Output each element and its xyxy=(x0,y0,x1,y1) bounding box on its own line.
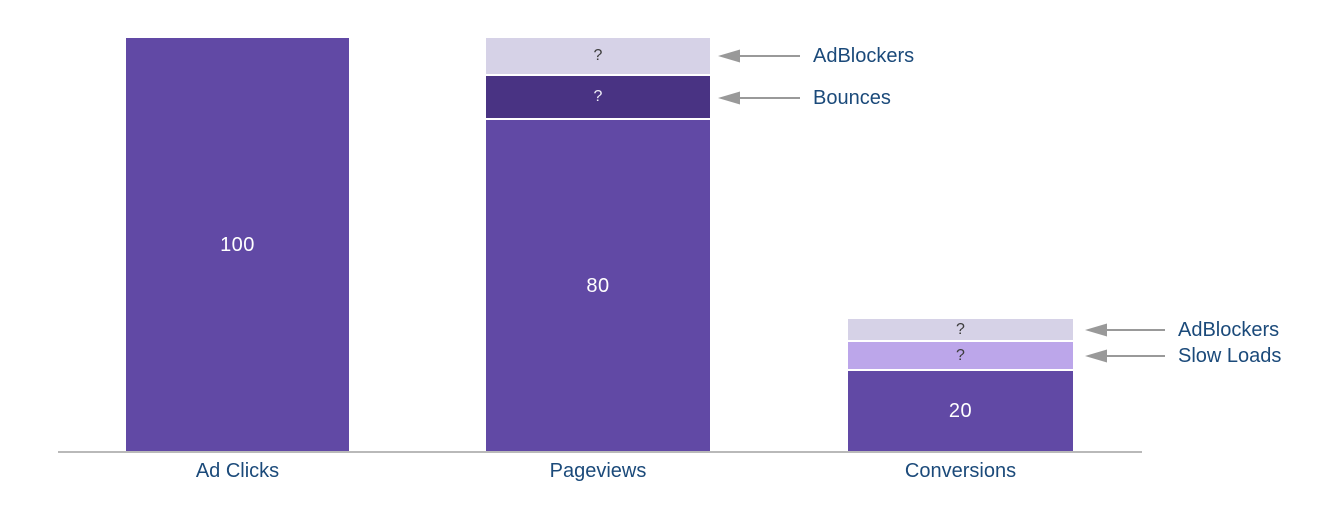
category-label-ad-clicks: Ad Clicks xyxy=(195,460,280,482)
annotation-label: Bounces xyxy=(813,86,891,109)
value-label: 20 xyxy=(948,400,973,422)
value-label: 80 xyxy=(586,274,610,297)
category-label-pageviews: Pageviews xyxy=(549,460,647,482)
segment-ad-clicks: 100 xyxy=(126,38,349,452)
left-arrow-icon xyxy=(1085,349,1165,363)
left-arrow-icon xyxy=(718,91,800,105)
unknown-value-label: ? xyxy=(956,346,965,364)
unknown-value-label: ? xyxy=(593,47,603,64)
annotation-conversions-adblockers: AdBlockers xyxy=(1085,319,1279,341)
bar-conversions: ? ? 20 xyxy=(848,319,1073,452)
annotation-pageviews-adblockers: AdBlockers xyxy=(718,45,914,67)
annotation-conversions-slowloads: Slow Loads xyxy=(1085,345,1281,367)
annotation-label: Slow Loads xyxy=(1178,344,1282,367)
value-label: 100 xyxy=(220,233,255,256)
annotation-label: AdBlockers xyxy=(1178,318,1280,341)
left-arrow-icon xyxy=(718,49,800,63)
annotation-pageviews-bounces: Bounces xyxy=(718,87,891,109)
bar-pageviews: ? ? 80 xyxy=(486,38,710,452)
segment-conversions-main: 20 xyxy=(848,371,1073,452)
segment-conversions-adblockers: ? xyxy=(848,319,1073,342)
x-axis-baseline xyxy=(58,451,1142,453)
segment-pageviews-adblockers: ? xyxy=(486,38,710,76)
unknown-value-label: ? xyxy=(593,88,603,105)
left-arrow-icon xyxy=(1085,323,1165,337)
bar-ad-clicks: 100 xyxy=(126,38,349,452)
segment-pageviews-bounces: ? xyxy=(486,76,710,120)
segment-pageviews-main: 80 xyxy=(486,120,710,452)
category-label-conversions: Conversions xyxy=(904,460,1017,482)
segment-conversions-slowloads: ? xyxy=(848,342,1073,371)
annotation-label: AdBlockers xyxy=(813,44,915,67)
unknown-value-label: ? xyxy=(956,320,965,338)
